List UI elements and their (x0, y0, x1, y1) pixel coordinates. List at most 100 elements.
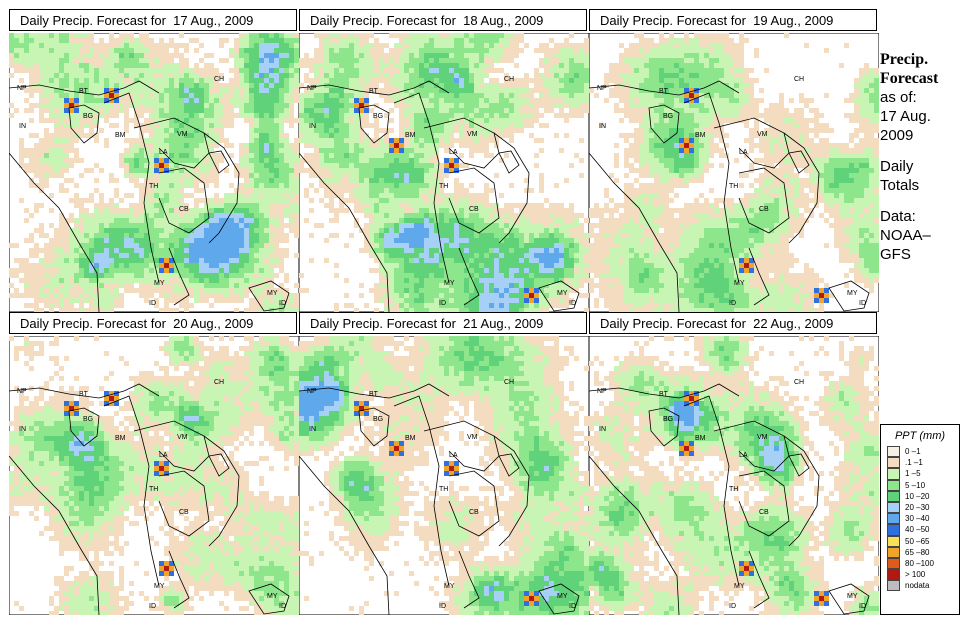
country-label: LA (739, 149, 748, 156)
country-label: CB (179, 509, 189, 516)
legend-swatch (887, 535, 900, 547)
as-of-label: as of: (880, 89, 917, 106)
country-label: NP (597, 388, 607, 395)
legend-entry: 30 –40 (887, 513, 959, 525)
country-label: NP (307, 85, 317, 92)
country-label: TH (439, 486, 448, 493)
country-label: CH (504, 76, 514, 83)
legend-entry: 50 –65 (887, 535, 959, 547)
country-label: TH (149, 183, 158, 190)
precip-field (9, 33, 299, 312)
legend-label: 65 –80 (905, 547, 930, 557)
precip-field (589, 33, 879, 312)
legend-label: 40 –50 (905, 525, 930, 535)
panel-title: Daily Precip. Forecast for 18 Aug., 2009 (299, 9, 587, 31)
legend-swatch (887, 569, 900, 581)
country-label: CB (469, 206, 479, 213)
country-label: BG (83, 416, 93, 423)
country-label: MY (557, 290, 568, 297)
country-label: IN (599, 123, 606, 130)
country-label: BT (659, 391, 669, 398)
country-label: CH (214, 379, 224, 386)
country-label: CB (759, 206, 769, 213)
country-label: ID (149, 603, 156, 610)
panel-title: Daily Precip. Forecast for 20 Aug., 2009 (9, 312, 297, 334)
country-label: TH (729, 486, 738, 493)
country-label: MY (734, 583, 745, 590)
legend-label: 0 –1 (905, 447, 921, 456)
country-label: LA (159, 149, 168, 156)
forecast-panel-1: Daily Precip. Forecast for 17 Aug., 2009… (9, 9, 299, 312)
legend-label: nodata (905, 581, 930, 591)
country-label: ID (569, 603, 576, 610)
country-borders (589, 383, 870, 615)
country-label: VM (757, 131, 768, 138)
country-label: MY (847, 593, 858, 600)
country-label: CB (759, 509, 769, 516)
country-borders (589, 80, 870, 312)
forecast-panel-2: Daily Precip. Forecast for 18 Aug., 2009… (299, 9, 589, 312)
legend-swatch (887, 513, 900, 525)
country-label: NP (307, 388, 317, 395)
legend-swatch (887, 524, 900, 536)
legend-swatch (887, 468, 900, 480)
country-label: ID (859, 300, 866, 307)
legend-label: 30 –40 (905, 514, 930, 524)
country-label: CH (504, 379, 514, 386)
legend-entry: 1 –5 (887, 468, 959, 480)
precip-field (9, 336, 299, 615)
panel-title: Daily Precip. Forecast for 19 Aug., 2009 (589, 9, 877, 31)
country-label: LA (449, 149, 458, 156)
country-label: BG (373, 416, 383, 423)
forecast-panel-3: Daily Precip. Forecast for 19 Aug., 2009… (589, 9, 879, 312)
as-of-year: 2009 (880, 127, 914, 144)
country-label: TH (149, 486, 158, 493)
country-label: MY (557, 593, 568, 600)
country-borders (9, 383, 290, 615)
country-label: BG (373, 113, 383, 120)
country-label: NP (17, 85, 27, 92)
country-label: BM (405, 132, 416, 139)
legend-swatch (887, 457, 900, 469)
forecast-description: Precip. Forecast as of: 17 Aug. 2009 Dai… (880, 50, 965, 264)
legend-label: 10 –20 (905, 491, 930, 501)
legend-entry: 20 –30 (887, 501, 959, 514)
forecast-panel-6: Daily Precip. Forecast for 22 Aug., 2009… (589, 312, 879, 615)
country-label: CB (469, 509, 479, 516)
country-label: VM (757, 434, 768, 441)
legend-label: 80 –100 (905, 558, 934, 568)
country-label: ID (569, 300, 576, 307)
country-label: IN (19, 426, 26, 433)
country-label: IN (309, 426, 316, 433)
legend-entry: nodata (887, 580, 959, 592)
country-label: BT (369, 88, 379, 95)
country-label: VM (467, 131, 478, 138)
data-source-1: NOAA– (880, 227, 931, 244)
legend-label: .1 –1 (905, 458, 923, 468)
country-label: ID (279, 300, 286, 307)
country-label: MY (154, 280, 165, 287)
country-label: MY (154, 583, 165, 590)
country-label: BM (115, 132, 126, 139)
legend-swatch (887, 446, 900, 458)
precip-field (299, 33, 589, 312)
legend-entry: 40 –50 (887, 524, 959, 536)
country-label: BT (79, 391, 89, 398)
country-label: IN (309, 123, 316, 130)
country-label: ID (729, 300, 736, 307)
country-label: VM (467, 434, 478, 441)
country-label: BT (369, 391, 379, 398)
country-borders (9, 80, 290, 312)
country-label: MY (734, 280, 745, 287)
country-label: VM (177, 434, 188, 441)
as-of-date: 17 Aug. (880, 108, 931, 125)
country-label: ID (149, 300, 156, 307)
data-label: Data: (880, 208, 916, 225)
